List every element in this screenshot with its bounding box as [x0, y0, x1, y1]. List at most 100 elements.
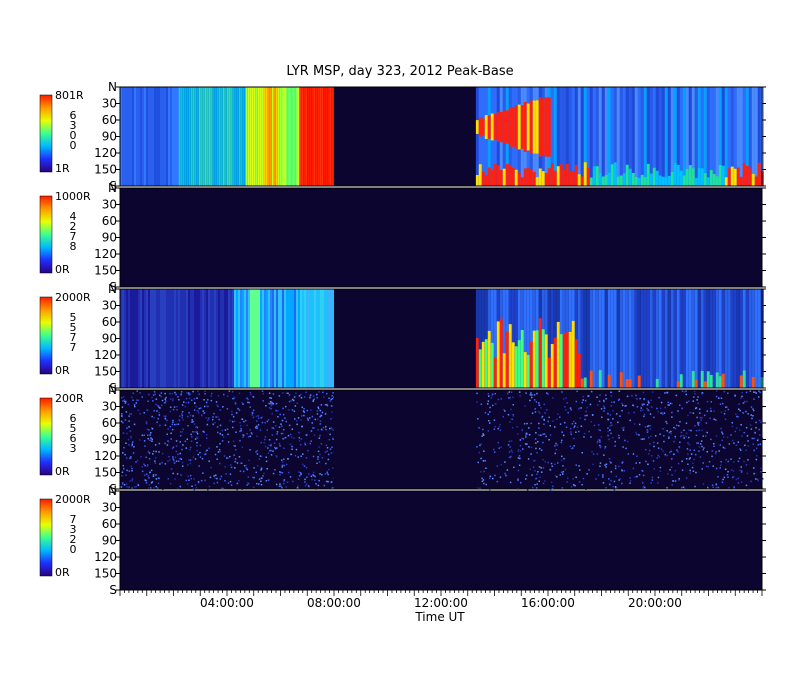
noise-dot: [531, 474, 533, 476]
noise-dot: [194, 402, 196, 405]
noise-dot: [247, 482, 249, 484]
intensity-strip: [306, 289, 308, 388]
intensity-strip: [739, 87, 743, 186]
noise-dot: [319, 420, 322, 422]
noise-dot: [650, 435, 652, 437]
aurora-band: [574, 165, 578, 186]
intensity-strip: [637, 87, 641, 186]
noise-dot: [719, 467, 721, 469]
intensity-strip: [571, 87, 575, 186]
aurora-band: [514, 346, 518, 388]
noise-dot: [497, 427, 499, 430]
aurora-band: [595, 166, 599, 186]
noise-dot: [130, 457, 132, 460]
noise-dot: [668, 436, 670, 438]
intensity-strip: [727, 87, 731, 186]
aurora-band: [727, 168, 731, 186]
intensity-strip: [331, 87, 334, 186]
noise-dot: [266, 420, 268, 423]
noise-dot: [300, 419, 302, 421]
noise-dot: [670, 432, 672, 435]
noise-dot: [121, 413, 123, 415]
noise-dot: [543, 423, 545, 425]
noise-dot: [294, 454, 297, 457]
aurora-band: [571, 320, 575, 388]
noise-dot: [706, 431, 708, 434]
noise-dot: [547, 393, 549, 395]
noise-dot: [196, 431, 198, 433]
noise-dot: [646, 404, 649, 406]
intensity-strip: [481, 87, 485, 186]
noise-dot: [258, 483, 260, 485]
noise-dot: [325, 462, 327, 465]
noise-dot: [296, 423, 298, 426]
noise-dot: [549, 425, 551, 427]
aurora-band: [607, 374, 611, 388]
noise-dot: [759, 391, 761, 394]
noise-dot: [234, 402, 237, 404]
aurora-band: [562, 333, 566, 388]
noise-dot: [557, 462, 559, 464]
intensity-strip: [244, 289, 246, 388]
noise-dot: [314, 475, 316, 478]
noise-dot: [331, 446, 333, 448]
noise-dot: [180, 474, 183, 476]
noise-dot: [547, 420, 549, 423]
noise-dot: [685, 422, 688, 424]
noise-dot: [169, 392, 171, 395]
noise-dot: [309, 394, 312, 396]
aurora-band: [628, 379, 632, 388]
noise-dot: [720, 411, 723, 413]
noise-dot: [617, 399, 620, 401]
noise-dot: [693, 458, 695, 461]
noise-dot: [148, 393, 150, 396]
intensity-strip: [226, 87, 229, 186]
noise-dot: [189, 414, 192, 417]
noise-dot: [325, 425, 327, 428]
intensity-strip: [176, 87, 178, 186]
noise-dot: [597, 424, 600, 426]
noise-dot: [284, 417, 286, 419]
noise-dot: [206, 405, 208, 407]
noise-dot: [150, 487, 152, 489]
noise-dot: [250, 432, 253, 434]
intensity-strip: [134, 289, 136, 388]
noise-dot: [581, 483, 583, 486]
noise-dot: [644, 486, 646, 489]
intensity-strip: [568, 87, 572, 186]
intensity-strip: [583, 289, 587, 388]
noise-dot: [697, 396, 699, 398]
intensity-strip: [751, 87, 755, 186]
noise-dot: [542, 441, 544, 444]
noise-dot: [569, 407, 572, 409]
y-tick-label: 30: [102, 501, 117, 515]
noise-dot: [720, 464, 722, 467]
noise-dot: [746, 435, 749, 437]
noise-dot: [705, 422, 708, 424]
intensity-strip: [294, 289, 296, 388]
noise-dot: [246, 424, 248, 427]
noise-dot: [722, 478, 724, 481]
intensity-strip: [304, 289, 306, 388]
noise-dot: [530, 422, 532, 425]
intensity-strip: [138, 289, 140, 388]
aurora-band: [748, 168, 752, 186]
intensity-strip: [313, 87, 316, 186]
noise-dot: [575, 476, 577, 478]
intensity-strip: [218, 289, 220, 388]
noise-dot: [216, 446, 218, 448]
noise-dot: [219, 443, 221, 445]
noise-dot: [750, 414, 752, 416]
noise-dot: [564, 406, 566, 408]
noise-dot: [521, 429, 523, 431]
noise-dot: [726, 474, 729, 476]
noise-dot: [298, 395, 301, 397]
intensity-strip: [272, 289, 274, 388]
noise-dot: [272, 393, 275, 395]
noise-dot: [646, 431, 649, 433]
wavelength-digit: 5: [70, 321, 77, 334]
noise-dot: [179, 457, 181, 460]
noise-dot: [289, 433, 292, 436]
noise-dot: [193, 409, 196, 411]
noise-dot: [296, 402, 298, 404]
